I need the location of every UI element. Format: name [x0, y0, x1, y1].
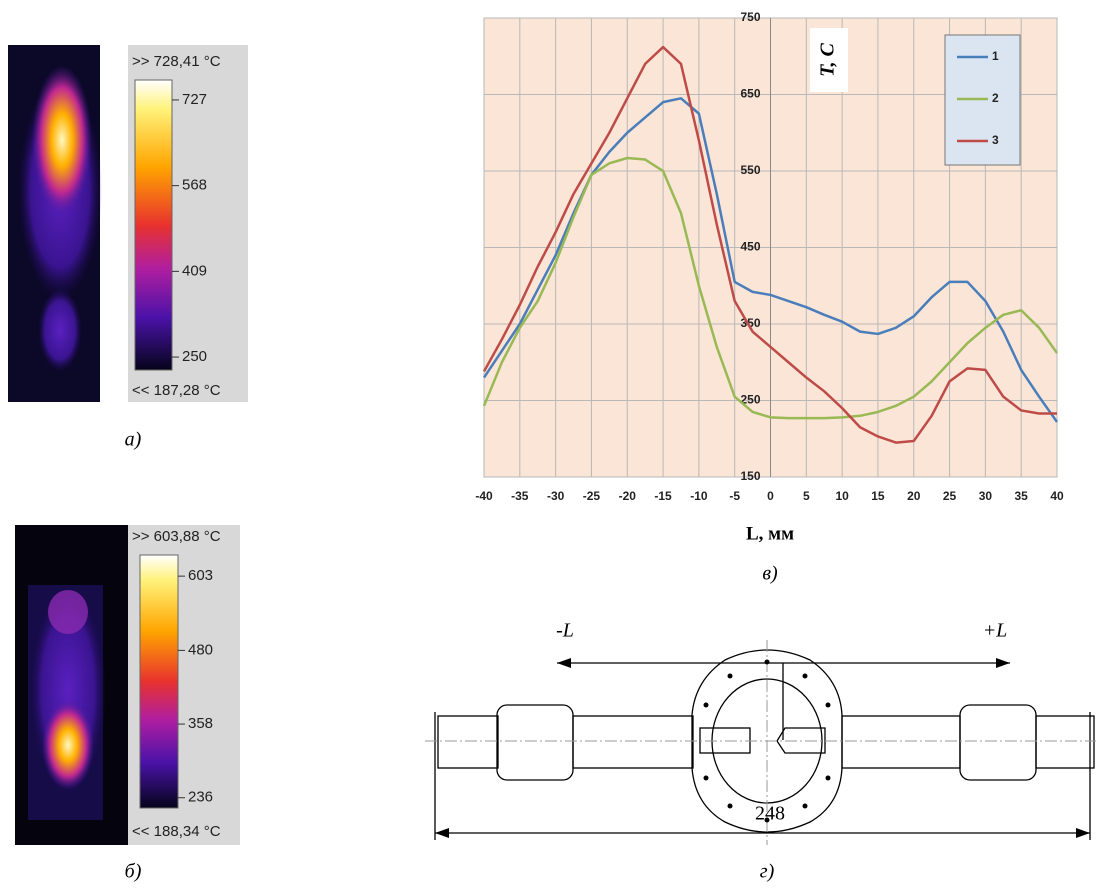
x-tick-label: -10	[690, 489, 708, 503]
y-tick-label: 650	[740, 87, 760, 101]
thermal-image-b	[15, 525, 128, 845]
y-tick-label: 150	[740, 469, 760, 483]
x-tick-label: 0	[767, 489, 774, 503]
x-tick-label: 20	[907, 489, 921, 503]
x-tick-label: 30	[979, 489, 993, 503]
scale-tick-label: 409	[182, 262, 207, 279]
x-tick-label: 35	[1015, 489, 1029, 503]
y-label-box	[810, 28, 848, 92]
legend-label: 1	[992, 49, 999, 63]
length-label: 248	[755, 803, 785, 825]
x-tick-label: -25	[583, 489, 601, 503]
thermal-image-a	[8, 45, 102, 402]
scale-tick-label: 250	[182, 348, 207, 365]
color-scale-b	[139, 554, 179, 809]
x-tick-label: 40	[1050, 489, 1064, 503]
max-label: >> 728,41 °C	[132, 53, 221, 70]
x-tick-label: -30	[547, 489, 565, 503]
x-tick-label: -5	[729, 489, 740, 503]
y-tick-label: 750	[740, 10, 760, 24]
min-label: << 188,34 °C	[132, 823, 221, 840]
scale-tick-label: 358	[188, 715, 213, 732]
x-tick-label: 25	[943, 489, 957, 503]
scale-tick-label: 480	[188, 641, 213, 658]
caption: б)	[125, 861, 142, 883]
x-tick-label: -35	[511, 489, 529, 503]
y-tick-label: 550	[740, 163, 760, 177]
caption: а)	[125, 429, 142, 451]
x-axis-label: L, мм	[746, 523, 794, 544]
legend-label: 2	[992, 91, 999, 105]
drawing	[425, 640, 1096, 845]
x-tick-label: 15	[871, 489, 885, 503]
y-axis-label: T, C	[817, 42, 839, 76]
scale-tick-label: 603	[188, 567, 213, 584]
legend-label: 3	[992, 133, 999, 147]
minus-label: -L	[556, 620, 574, 642]
color-scale-a	[134, 79, 173, 371]
x-tick-label: -20	[619, 489, 637, 503]
x-tick-label: 5	[803, 489, 810, 503]
scale-tick-label: 568	[182, 177, 207, 194]
max-label: >> 603,88 °C	[132, 528, 221, 545]
data-line	[482, 156, 1059, 420]
min-label: << 187,28 °C	[132, 382, 221, 399]
scale-tick-label: 727	[182, 91, 207, 108]
plus-label: +L	[983, 620, 1008, 642]
caption: г)	[760, 861, 775, 883]
caption: в)	[762, 563, 778, 585]
data-line	[482, 45, 1057, 444]
x-tick-label: -15	[654, 489, 672, 503]
x-tick-label: -40	[475, 489, 493, 503]
y-tick-label: 250	[740, 393, 760, 407]
y-tick-label: 450	[740, 240, 760, 254]
scale-tick-label: 236	[188, 789, 213, 806]
x-tick-label: 10	[835, 489, 849, 503]
